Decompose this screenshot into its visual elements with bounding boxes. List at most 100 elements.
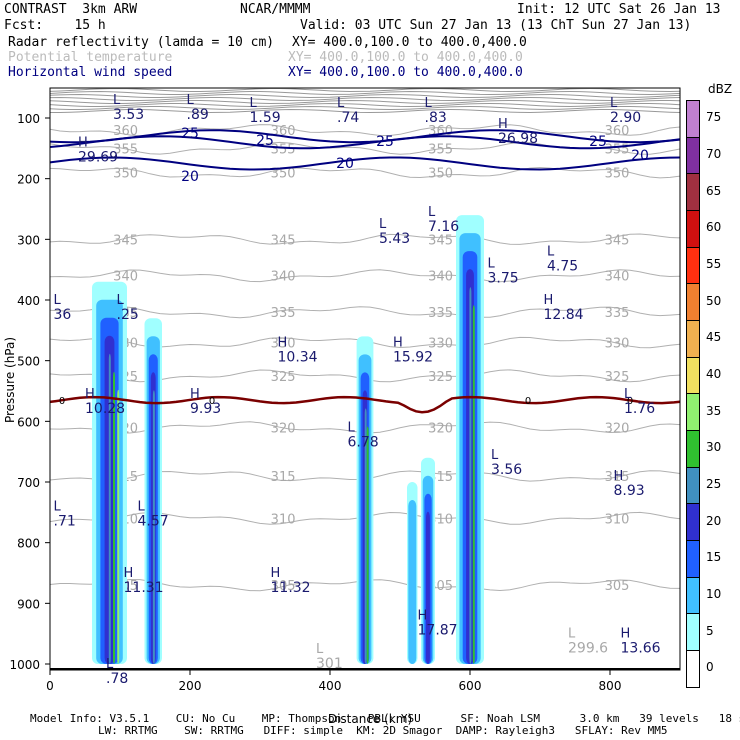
extremum-marker: L [117, 293, 125, 308]
reflectivity-cell [117, 389, 120, 664]
wind-speed-contour [49, 156, 681, 171]
x-tick-label: 800 [599, 679, 622, 693]
extremum-value: 2.90 [610, 110, 641, 126]
extremum-value: 7.16 [428, 219, 459, 235]
extremum-marker: L [106, 657, 114, 672]
extremum-marker: H [85, 387, 95, 402]
extremum-marker: L [488, 257, 496, 272]
extremum-value: 301 [316, 656, 343, 672]
extremum-value: 29.69 [78, 149, 118, 165]
extremum-marker: H [614, 469, 624, 484]
model-info-line2: LW: RRTMG SW: RRTMG DIFF: simple KM: 2D … [98, 724, 668, 737]
extremum-marker: L [425, 96, 433, 111]
colorbar-swatch [686, 430, 700, 468]
colorbar-tick-label: 70 [706, 147, 722, 161]
extremum-marker: L [547, 245, 555, 260]
colorbar-tick-label: 55 [706, 257, 722, 271]
theta-contour-label: 355 [428, 142, 453, 157]
colorbar-swatch [686, 540, 700, 578]
theta-contour-label: 350 [605, 167, 630, 182]
extremum-value: 8.93 [614, 483, 645, 499]
theta-contour [49, 233, 681, 245]
extremum-value: 9.93 [190, 401, 221, 417]
colorbar-tick-label: 45 [706, 330, 722, 345]
theta-contour-label: 305 [271, 579, 296, 594]
extremum-marker: L [348, 420, 356, 435]
extremum-marker: L [54, 293, 62, 308]
theta-contour-label: 340 [605, 270, 630, 285]
extremum-marker: H [544, 293, 554, 308]
extremum-value: 5.43 [379, 231, 410, 247]
extremum-value: .74 [337, 110, 359, 126]
reflectivity-cell [472, 305, 475, 664]
theta-contour [49, 305, 681, 319]
freezing-level-label: 0 [525, 396, 531, 407]
colorbar-tick-label: 35 [706, 403, 722, 418]
x-tick-label: 200 [179, 679, 202, 693]
theta-contour-dense [49, 87, 681, 93]
reflectivity-cell [152, 390, 155, 664]
freezing-level-line [49, 395, 681, 414]
extremum-value: 299.6 [568, 641, 608, 657]
y-tick-label: 500 [17, 355, 40, 369]
extremum-marker: L [428, 205, 436, 220]
theta-contour-label: 305 [605, 579, 630, 594]
colorbar-tick-label: 60 [706, 220, 722, 235]
theta-contour-label: 350 [113, 167, 138, 182]
colorbar-tick-label: 25 [706, 477, 722, 491]
model-info-line1: Model Info: V3.5.1 CU: No Cu MP: Thompso… [30, 712, 740, 725]
extremum-value: 17.87 [418, 623, 458, 639]
colorbar-tick-label: 20 [706, 513, 722, 528]
colorbar-tick-label: 0 [706, 660, 714, 675]
reflectivity-cell [364, 408, 367, 664]
theta-contour-label: 315 [271, 470, 296, 485]
theta-contour-label: 360 [605, 124, 630, 139]
theta-contour-label: 355 [271, 142, 296, 157]
extremum-marker: H [124, 566, 134, 581]
field-theta-xy: XY= 400.0,100.0 to 400.0,400.0 [288, 50, 523, 65]
extremum-marker: L [568, 627, 576, 642]
valid-time: Valid: 03 UTC Sun 27 Jan 13 (13 ChT Sun … [300, 18, 692, 33]
wind-speed-label: 25 [256, 133, 274, 149]
field-wind-name: Horizontal wind speed [8, 65, 173, 80]
theta-contour-dense [49, 102, 681, 108]
x-axis-label: Distance (km) [328, 712, 412, 726]
theta-contour-dense [49, 99, 681, 105]
extremum-value: 4.75 [547, 259, 578, 275]
theta-contour-label: 345 [271, 233, 296, 248]
colorbar-tick-label: 75 [706, 110, 722, 125]
theta-contour-label: 355 [605, 142, 630, 157]
extremum-marker: L [187, 93, 195, 108]
reflectivity-cell [408, 500, 417, 664]
theta-contour-label: 345 [428, 233, 453, 248]
theta-contour-dense [49, 93, 681, 99]
theta-contour [49, 166, 681, 179]
colorbar-tick-label: 30 [706, 440, 722, 455]
colorbar-tick-label: 5 [706, 623, 714, 638]
extremum-value: 26.98 [498, 131, 538, 147]
extremum-value: .83 [425, 110, 447, 126]
theta-contour-label: 310 [271, 512, 296, 527]
reflectivity-cell [108, 353, 111, 664]
colorbar-swatch [686, 136, 700, 175]
reflectivity-cell [366, 426, 369, 664]
colorbar-swatch [686, 466, 700, 505]
extremum-value: 10.28 [85, 401, 125, 417]
theta-contour-label: 340 [428, 270, 453, 285]
colorbar-swatch [686, 356, 700, 395]
y-tick-label: 600 [17, 415, 40, 429]
freezing-level-label: 0 [209, 396, 215, 407]
extremum-value: 6.78 [348, 434, 379, 450]
extremum-marker: L [138, 499, 146, 514]
theta-contour-label: 310 [605, 512, 630, 527]
extremum-value: 3.56 [491, 462, 522, 478]
extremum-marker: H [271, 566, 281, 581]
theta-contour-label: 350 [428, 167, 453, 182]
x-tick-label: 600 [459, 679, 482, 693]
experiment-title: CONTRAST 3km ARW [4, 2, 138, 17]
extremum-value: 36 [54, 307, 72, 323]
colorbar-swatch [686, 246, 700, 285]
y-tick-label: 200 [17, 173, 40, 187]
wind-speed-label: 25 [376, 134, 394, 150]
extremum-value: .89 [187, 107, 209, 123]
